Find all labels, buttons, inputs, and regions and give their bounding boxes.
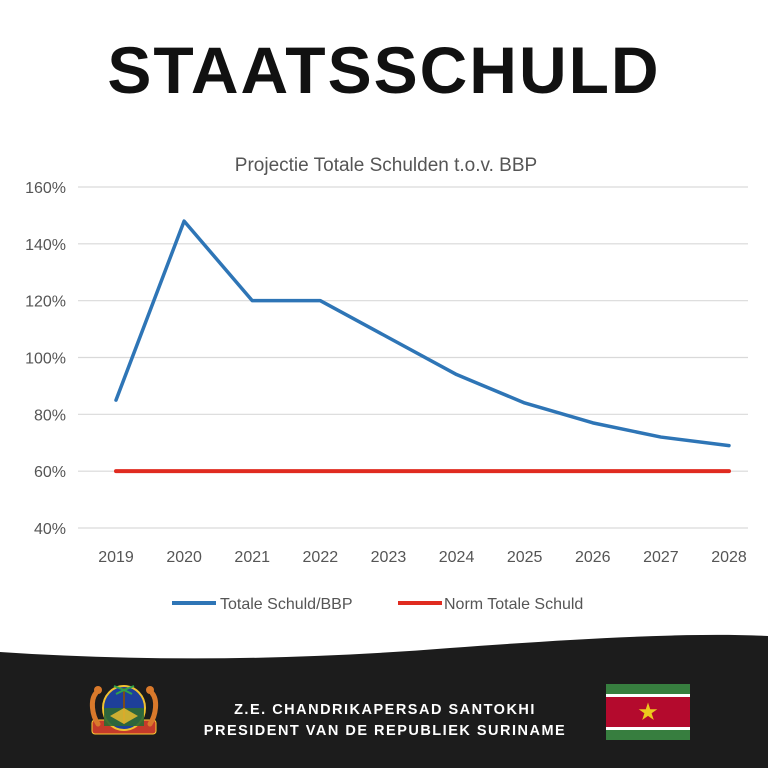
x-tick-label: 2021 <box>234 549 270 566</box>
footer-background <box>0 634 768 768</box>
y-tick-label: 120% <box>25 294 66 311</box>
x-tick-label: 2024 <box>439 549 475 566</box>
x-axis-tick-labels: 2019 2020 2021 2022 2023 2024 2025 2026 2027 2028 <box>98 549 747 566</box>
chart-legend: Totale Schuld/BBP Norm Totale Schuld <box>172 596 583 613</box>
y-tick-label: 140% <box>25 237 66 254</box>
x-tick-label: 2025 <box>507 549 543 566</box>
legend-label: Norm Totale Schuld <box>444 596 583 613</box>
chart-title: Projectie Totale Schulden t.o.v. BBP <box>235 155 537 176</box>
x-tick-label: 2020 <box>166 549 202 566</box>
y-tick-label: 60% <box>34 464 66 481</box>
legend-label: Totale Schuld/BBP <box>220 596 353 613</box>
president-name: Z.E. CHANDRIKAPERSAD SANTOKHI <box>234 702 536 718</box>
series-line-1 <box>114 219 731 448</box>
chart-series-lines <box>114 219 731 474</box>
x-tick-label: 2027 <box>643 549 679 566</box>
x-tick-label: 2028 <box>711 549 747 566</box>
x-tick-label: 2019 <box>98 549 134 566</box>
y-tick-label: 80% <box>34 407 66 424</box>
page-headline: STAATSSCHULD <box>107 33 661 107</box>
x-tick-label: 2023 <box>371 549 407 566</box>
x-tick-label: 2022 <box>303 549 339 566</box>
y-tick-label: 160% <box>25 180 66 197</box>
suriname-flag-icon <box>606 684 690 740</box>
y-tick-label: 40% <box>34 521 66 538</box>
y-axis-tick-labels: 160% 140% 120% 100% 80% 60% 40% <box>25 180 66 538</box>
suriname-coat-of-arms-icon <box>89 685 159 735</box>
y-tick-label: 100% <box>25 351 66 368</box>
debt-projection-chart: Projectie Totale Schulden t.o.v. BBP 160… <box>25 155 748 613</box>
president-title: PRESIDENT VAN DE REPUBLIEK SURINAME <box>203 723 567 739</box>
x-tick-label: 2026 <box>575 549 611 566</box>
